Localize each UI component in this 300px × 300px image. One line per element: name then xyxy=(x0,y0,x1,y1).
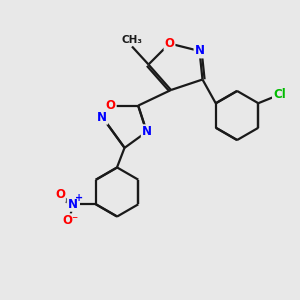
Text: O: O xyxy=(164,37,175,50)
Text: N: N xyxy=(194,44,205,58)
Text: Cl: Cl xyxy=(273,88,286,101)
Text: N: N xyxy=(142,125,152,138)
Text: +: + xyxy=(75,193,83,203)
Text: N: N xyxy=(97,111,107,124)
Text: CH₃: CH₃ xyxy=(122,35,142,45)
Text: O: O xyxy=(55,188,65,201)
Text: O⁻: O⁻ xyxy=(62,214,78,227)
Text: N: N xyxy=(68,198,78,211)
Text: O: O xyxy=(106,99,116,112)
